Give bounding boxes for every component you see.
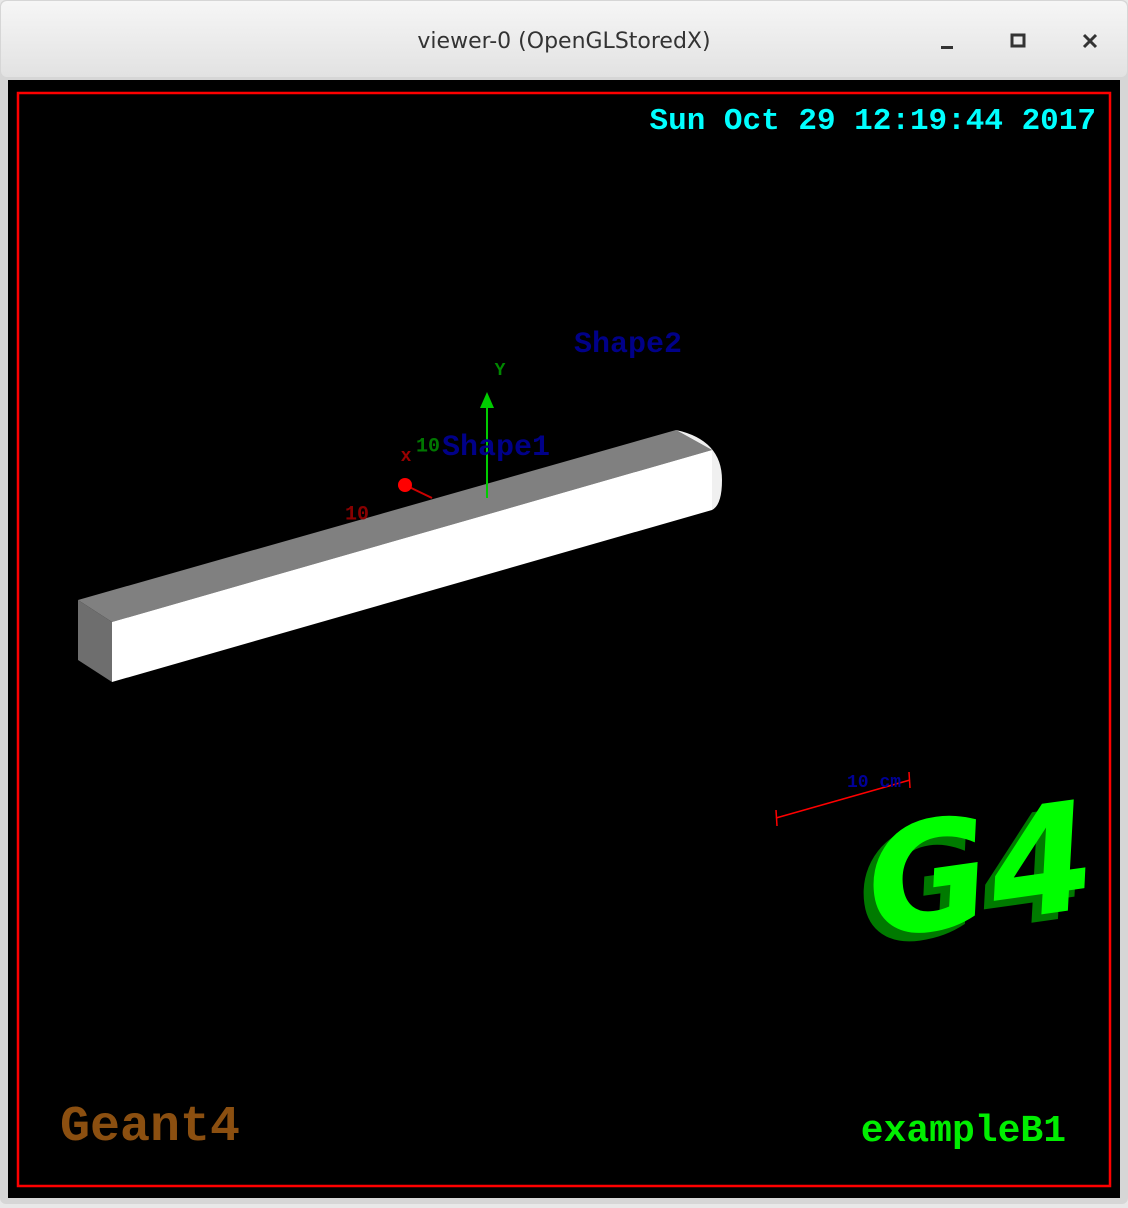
scale-tick (908, 771, 911, 789)
x-axis-label: x (401, 447, 412, 467)
y-axis-label: Y (495, 361, 506, 381)
y-axis-length: 10 (416, 435, 440, 458)
box-front-face (112, 450, 712, 682)
window-title: viewer-0 (OpenGLStoredX) (417, 29, 710, 54)
x-axis-arrow (398, 478, 412, 492)
scale-tick (775, 809, 778, 827)
maximize-button[interactable] (1010, 33, 1026, 48)
title-bar (1, 1, 1127, 77)
shape-label: Shape1 (442, 431, 550, 465)
y-axis-arrow (480, 392, 494, 408)
x-axis-length: 10 (345, 503, 369, 526)
logo-shadow: G4 (846, 778, 1096, 982)
box-rounded-end (676, 430, 722, 510)
box-top-face (78, 430, 712, 622)
viewport-border (16, 91, 1112, 1188)
footer-right: exampleB1 (861, 1110, 1066, 1153)
date-text: Sun Oct 29 12:19:44 2017 (650, 104, 1096, 139)
footer-left: Geant4 (60, 1099, 240, 1156)
logo: G4 (856, 769, 1106, 973)
minimize-button[interactable] (941, 46, 953, 49)
box-end-face (78, 600, 112, 682)
shape-label: Shape2 (574, 328, 682, 362)
close-button[interactable] (1082, 33, 1098, 49)
scale-label: 10 cm (847, 773, 901, 793)
scale-line (775, 779, 911, 819)
